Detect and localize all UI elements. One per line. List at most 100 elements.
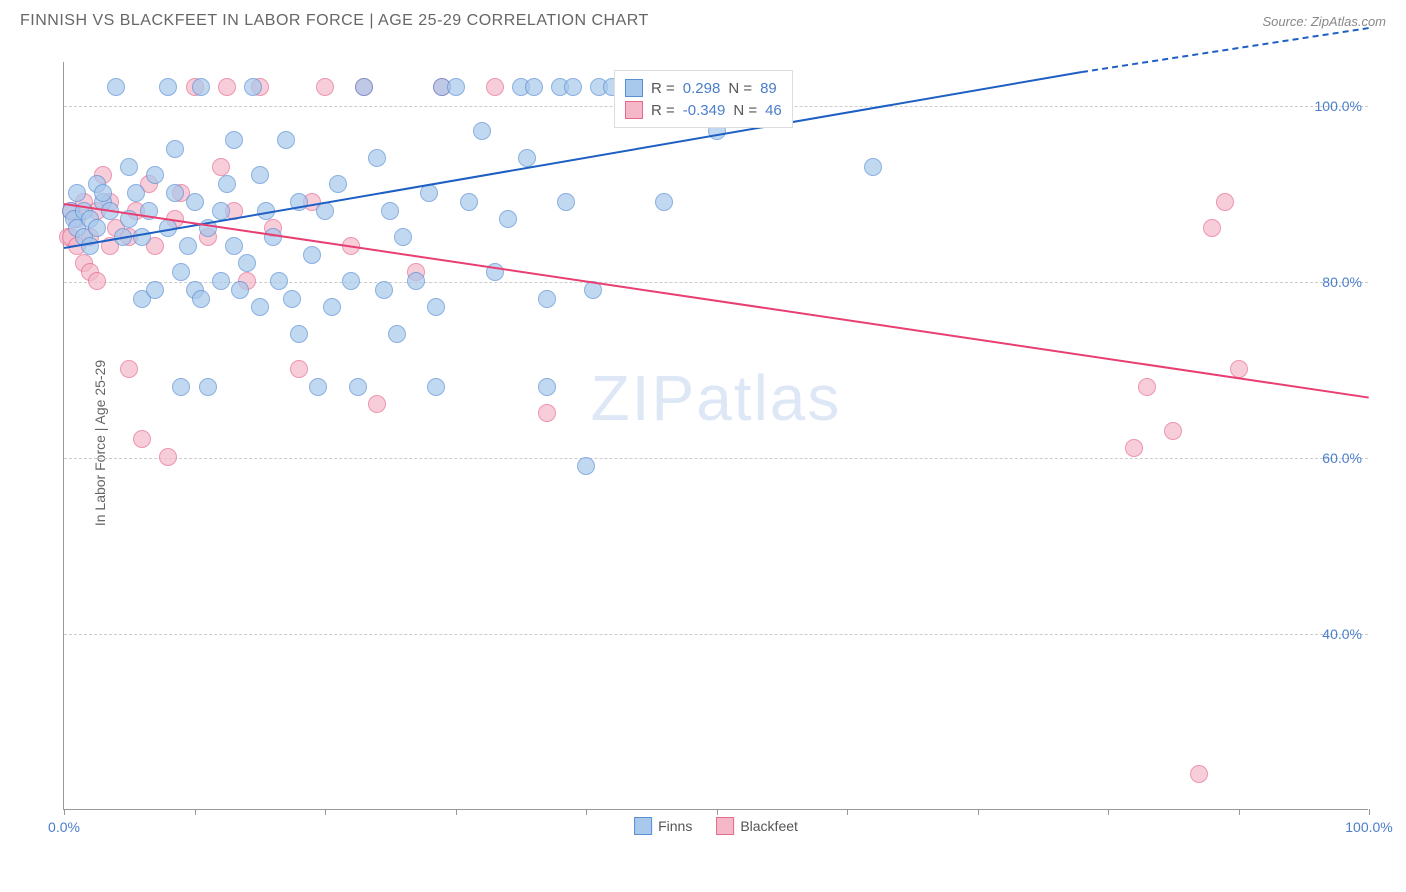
finns-point [94,184,112,202]
finns-point [518,149,536,167]
finns-point [564,78,582,96]
finns-point [388,325,406,343]
blackfeet-n-value: 46 [765,102,782,119]
blackfeet-point [1203,219,1221,237]
blackfeet-point [1216,193,1234,211]
finns-point [251,166,269,184]
stat-r-label: R = [651,102,675,119]
finns-r-value: 0.298 [683,80,721,97]
finns-point [277,131,295,149]
blackfeet-point [133,430,151,448]
finns-point [251,298,269,316]
finns-point [394,228,412,246]
finns-point [368,149,386,167]
finns-point [407,272,425,290]
finns-point [186,193,204,211]
finns-point [244,78,262,96]
blackfeet-point [368,395,386,413]
legend-label: Finns [658,818,692,834]
x-tick-label: 0.0% [48,819,80,835]
finns-point [303,246,321,264]
x-tick [717,809,718,815]
y-tick-label: 100.0% [1315,98,1362,114]
finns-point [427,378,445,396]
legend-item: Finns [634,817,692,835]
finns-point [225,131,243,149]
watermark: ZIPatlas [591,361,842,435]
blackfeet-point [1138,378,1156,396]
finns-point [342,272,360,290]
blackfeet-point [212,158,230,176]
finns-point [166,140,184,158]
correlation-stats-box: R = 0.298 N = 89 R = -0.349 N = 46 [614,70,793,128]
finns-point [290,325,308,343]
finns-point [218,175,236,193]
x-tick [456,809,457,815]
finns-point [309,378,327,396]
finns-point [577,457,595,475]
legend-swatch-icon [716,817,734,835]
finns-point [120,158,138,176]
blackfeet-point [538,404,556,422]
blackfeet-point [159,448,177,466]
blackfeet-point [1190,765,1208,783]
finns-point [375,281,393,299]
finns-point [238,254,256,272]
blackfeet-point [316,78,334,96]
blackfeet-point [1125,439,1143,457]
finns-point [355,78,373,96]
legend: Finns Blackfeet [634,817,798,835]
scatter-plot: ZIPatlas 40.0%60.0%80.0%100.0%0.0%100.0%… [63,62,1368,810]
finns-point [225,237,243,255]
stat-n-label: N = [728,80,752,97]
x-tick [847,809,848,815]
finns-point [283,290,301,308]
x-tick [586,809,587,815]
finns-point [88,219,106,237]
finns-point [349,378,367,396]
blackfeet-point [290,360,308,378]
stat-r-label: R = [651,80,675,97]
blackfeet-r-value: -0.349 [683,102,726,119]
finns-point [212,202,230,220]
x-tick [64,809,65,815]
finns-n-value: 89 [760,80,777,97]
finns-point [655,193,673,211]
x-tick [1108,809,1109,815]
blackfeet-point [120,360,138,378]
blackfeet-point [486,78,504,96]
finns-point [81,237,99,255]
finns-point [127,184,145,202]
finns-point [323,298,341,316]
y-tick-label: 80.0% [1322,274,1362,290]
x-tick [1239,809,1240,815]
finns-point [525,78,543,96]
finns-point [460,193,478,211]
finns-swatch-icon [625,79,643,97]
legend-item: Blackfeet [716,817,798,835]
finns-point [133,228,151,246]
blackfeet-point [1164,422,1182,440]
y-tick-label: 60.0% [1322,450,1362,466]
finns-point [192,78,210,96]
blackfeet-point [88,272,106,290]
y-tick-label: 40.0% [1322,626,1362,642]
finns-point [166,184,184,202]
legend-label: Blackfeet [740,818,798,834]
gridline [64,458,1368,459]
finns-point [557,193,575,211]
finns-point [270,272,288,290]
finns-point [381,202,399,220]
finns-point [179,237,197,255]
stat-n-label: N = [733,102,757,119]
finns-point [192,290,210,308]
finns-point [107,78,125,96]
finns-point [199,378,217,396]
x-tick [325,809,326,815]
finns-point [538,290,556,308]
chart-title: FINNISH VS BLACKFEET IN LABOR FORCE | AG… [20,12,649,30]
blackfeet-swatch-icon [625,101,643,119]
finns-point [146,166,164,184]
finns-point [159,78,177,96]
chart-container: In Labor Force | Age 25-29 ZIPatlas 40.0… [45,50,1385,835]
